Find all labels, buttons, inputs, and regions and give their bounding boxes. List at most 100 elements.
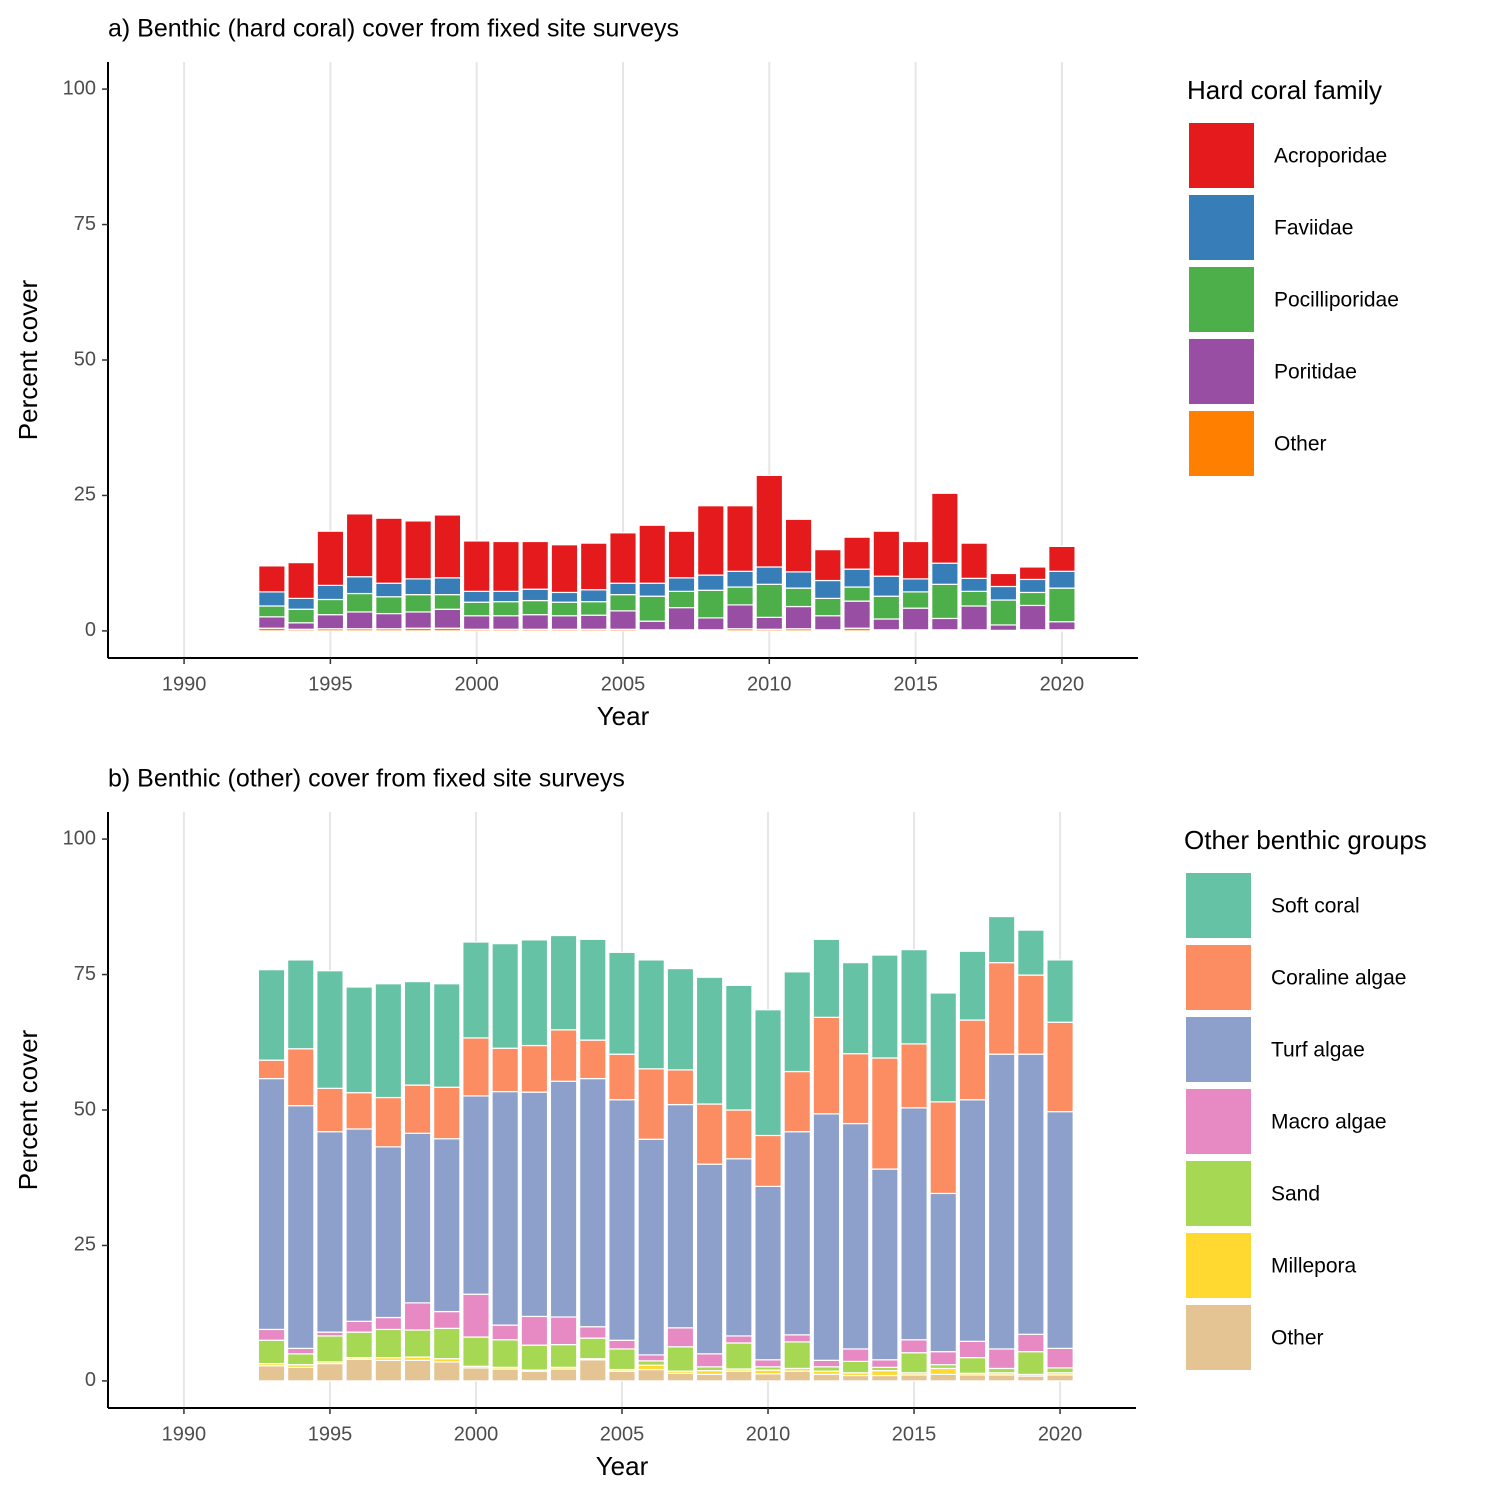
bar-segment bbox=[900, 1107, 928, 1341]
bar-segment bbox=[637, 1354, 665, 1362]
bar-segment bbox=[345, 576, 374, 595]
bar-segment bbox=[462, 1293, 490, 1338]
bar-segment bbox=[754, 1134, 782, 1187]
bar-segment bbox=[462, 615, 491, 630]
bar-segment bbox=[345, 611, 374, 630]
bar-segment bbox=[403, 1359, 432, 1382]
bar-segment bbox=[433, 1361, 461, 1382]
bar-segment bbox=[871, 954, 899, 1059]
bar-segment bbox=[287, 608, 315, 624]
bar-segment bbox=[345, 592, 374, 613]
bar-segment bbox=[258, 616, 286, 629]
bar-segment bbox=[784, 518, 813, 573]
bar-segment bbox=[608, 1053, 636, 1101]
bar-segment bbox=[754, 1359, 782, 1368]
legend-title: Hard coral family bbox=[1187, 75, 1382, 105]
x-axis-title: Year bbox=[596, 1451, 649, 1481]
bar-segment bbox=[1048, 621, 1076, 631]
bar-segment bbox=[843, 600, 871, 629]
bar-segment bbox=[755, 616, 784, 630]
bar-segment bbox=[987, 962, 1016, 1055]
bar-segment bbox=[697, 589, 725, 619]
bar-segment bbox=[316, 1335, 344, 1363]
bar-segment bbox=[579, 601, 608, 616]
bar-segment bbox=[697, 617, 725, 631]
bar-segment bbox=[666, 1346, 695, 1372]
bar-segment bbox=[287, 597, 315, 610]
bar-segment bbox=[520, 1044, 549, 1093]
bar-segment bbox=[812, 1366, 841, 1372]
bar-segment bbox=[901, 578, 930, 593]
bar-segment bbox=[1017, 1351, 1045, 1376]
bar-segment bbox=[725, 1335, 753, 1344]
x-axis-title: Year bbox=[597, 701, 650, 731]
bar-segment bbox=[257, 1077, 286, 1331]
bar-segment bbox=[549, 1080, 578, 1318]
bar-segment bbox=[608, 951, 636, 1055]
bar-segment bbox=[841, 962, 870, 1055]
bar-segment bbox=[492, 601, 520, 617]
legend-label: Soft coral bbox=[1271, 895, 1360, 918]
bar-segment bbox=[521, 599, 549, 616]
bar-segment bbox=[987, 1348, 1016, 1370]
bar-segment bbox=[958, 950, 987, 1021]
bar-segment bbox=[726, 505, 754, 572]
bar-segment bbox=[316, 598, 345, 616]
bar-segment bbox=[492, 615, 520, 630]
bar-segment bbox=[666, 967, 695, 1071]
bar-segment bbox=[987, 1367, 1016, 1374]
bar-segment bbox=[755, 566, 784, 585]
bar-segment bbox=[520, 1344, 549, 1371]
bar-segment bbox=[608, 1348, 636, 1371]
bar-segment bbox=[637, 1364, 665, 1371]
bar-segment bbox=[900, 1043, 928, 1109]
panel: 0 25 50 75 100 1990 1995 2000 2005 2010 2015 2020 a)… bbox=[13, 15, 1399, 731]
bar-segment bbox=[958, 1357, 987, 1374]
bar-segment bbox=[491, 1324, 519, 1341]
bar-segment bbox=[433, 577, 462, 596]
legend-label: Acroporidae bbox=[1274, 145, 1387, 168]
x-tick-label: 1990 bbox=[162, 1423, 207, 1445]
legend-label: Faviidae bbox=[1274, 217, 1353, 240]
bar-segment bbox=[549, 1368, 578, 1382]
bar-segment bbox=[987, 915, 1016, 964]
legend-key bbox=[1189, 267, 1254, 332]
bar-segment bbox=[579, 542, 608, 591]
bar-segment bbox=[1046, 959, 1074, 1023]
bar-segment bbox=[667, 577, 696, 592]
bar-segment bbox=[403, 1084, 432, 1134]
bar-segment bbox=[520, 939, 549, 1047]
bar-segment bbox=[1017, 929, 1045, 976]
bar-segment bbox=[579, 1077, 607, 1328]
bar-segment bbox=[960, 605, 988, 631]
bar-segment bbox=[549, 934, 578, 1031]
bar-segment bbox=[667, 590, 696, 609]
bar-segment bbox=[960, 577, 988, 592]
legend-key bbox=[1189, 195, 1254, 260]
bar-segment bbox=[901, 540, 930, 580]
bar-segment bbox=[725, 1109, 753, 1160]
bar-segment bbox=[667, 607, 696, 631]
bar-segment bbox=[871, 1370, 899, 1377]
legend-key bbox=[1186, 945, 1251, 1010]
bar-segment bbox=[492, 590, 520, 603]
bar-segment bbox=[929, 992, 957, 1103]
legend-key bbox=[1186, 1017, 1251, 1082]
bar-segment bbox=[989, 599, 1018, 626]
chart-title: a) Benthic (hard coral) cover from fixed… bbox=[108, 15, 679, 43]
bar-segment bbox=[403, 1302, 432, 1331]
bar-segment bbox=[345, 1128, 373, 1322]
bar-segment bbox=[550, 615, 579, 630]
y-tick-label: 75 bbox=[74, 963, 96, 985]
bar-segment bbox=[814, 549, 842, 582]
bar-segment bbox=[374, 983, 403, 1099]
y-tick-label: 25 bbox=[74, 484, 96, 506]
bar-segment bbox=[608, 1339, 636, 1350]
bar-segment bbox=[433, 1327, 461, 1360]
y-tick-label: 25 bbox=[74, 1234, 96, 1256]
bar-segment bbox=[1017, 1053, 1045, 1335]
bar-segment bbox=[841, 1122, 870, 1350]
bar-segment bbox=[667, 530, 696, 579]
bar-segment bbox=[872, 575, 901, 597]
bar-segment bbox=[549, 1344, 578, 1368]
